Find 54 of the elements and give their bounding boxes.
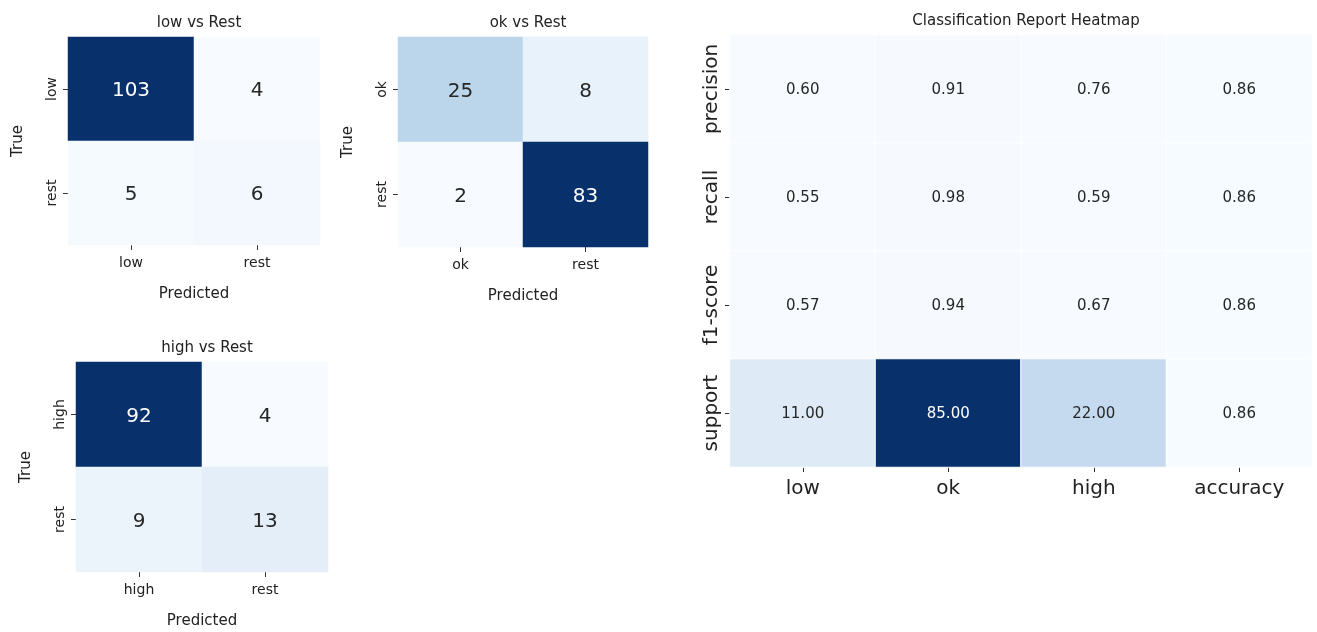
y-axis-title: True xyxy=(337,126,356,159)
chart-title: low vs Rest xyxy=(156,12,242,31)
x-tick-label: low xyxy=(119,254,143,270)
x-tick-label: ok xyxy=(452,256,470,272)
data-label: 13 xyxy=(252,507,278,532)
data-label: 0.86 xyxy=(1222,404,1256,422)
data-label: 0.67 xyxy=(1077,296,1111,314)
data-label: 0.94 xyxy=(931,296,965,314)
data-label: 0.86 xyxy=(1222,296,1256,314)
data-label: 9 xyxy=(132,507,146,532)
y-tick-label: rest xyxy=(43,179,59,207)
chart-title: ok vs Rest xyxy=(489,12,567,31)
x-tick-label: accuracy xyxy=(1194,475,1285,499)
data-label: 0.86 xyxy=(1222,188,1256,206)
x-tick-label: low xyxy=(785,475,820,499)
data-label: 25 xyxy=(447,77,474,102)
y-axis-title: True xyxy=(15,451,34,484)
data-label: 4 xyxy=(250,77,264,101)
data-label: 5 xyxy=(124,181,138,205)
data-label: 0.57 xyxy=(786,296,820,314)
x-tick-label: ok xyxy=(936,475,961,499)
data-label: 0.55 xyxy=(786,188,820,206)
data-label: 11.00 xyxy=(781,404,825,422)
data-label: 0.91 xyxy=(931,80,965,98)
y-tick-label: f1-score xyxy=(698,264,722,346)
y-tick-label: rest xyxy=(51,505,67,533)
data-label: 0.86 xyxy=(1222,80,1256,98)
data-label: 0.59 xyxy=(1077,188,1111,206)
data-label: 85.00 xyxy=(926,404,970,422)
data-label: 4 xyxy=(258,402,272,427)
x-tick-label: high xyxy=(1071,475,1116,499)
data-label: 8 xyxy=(579,77,592,102)
y-tick-label: high xyxy=(51,399,67,430)
data-label: 92 xyxy=(126,402,152,427)
y-tick-label: recall xyxy=(698,169,722,225)
data-label: 2 xyxy=(454,182,467,207)
data-label: 6 xyxy=(250,181,264,205)
data-label: 103 xyxy=(111,77,151,101)
x-axis-title: Predicted xyxy=(487,285,559,304)
y-axis-title: True xyxy=(7,125,26,158)
chart-title: Classification Report Heatmap xyxy=(912,10,1140,29)
data-label: 83 xyxy=(572,182,599,207)
x-axis-title: Predicted xyxy=(158,283,230,302)
y-tick-label: support xyxy=(698,374,722,452)
y-tick-label: precision xyxy=(698,43,722,135)
y-tick-label: low xyxy=(43,77,59,101)
data-label: 0.76 xyxy=(1077,80,1111,98)
x-tick-label: rest xyxy=(572,256,600,272)
chart-title: high vs Rest xyxy=(161,337,253,356)
x-tick-label: rest xyxy=(243,254,271,270)
x-axis-title: Predicted xyxy=(166,610,238,629)
data-label: 22.00 xyxy=(1072,404,1116,422)
data-label: 0.60 xyxy=(786,80,820,98)
data-label: 0.98 xyxy=(931,188,965,206)
